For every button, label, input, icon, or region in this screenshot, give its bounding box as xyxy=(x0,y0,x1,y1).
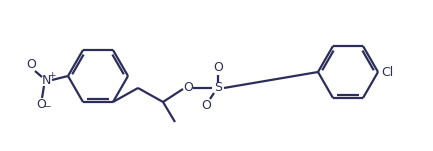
Text: +: + xyxy=(48,72,56,80)
Text: N: N xyxy=(41,74,51,87)
Text: O: O xyxy=(36,98,46,111)
Text: Cl: Cl xyxy=(381,66,393,79)
Text: O: O xyxy=(213,61,223,74)
Text: O: O xyxy=(183,82,193,95)
Text: −: − xyxy=(43,101,51,111)
Text: S: S xyxy=(214,82,222,95)
Text: O: O xyxy=(26,58,36,72)
Text: O: O xyxy=(201,100,211,112)
